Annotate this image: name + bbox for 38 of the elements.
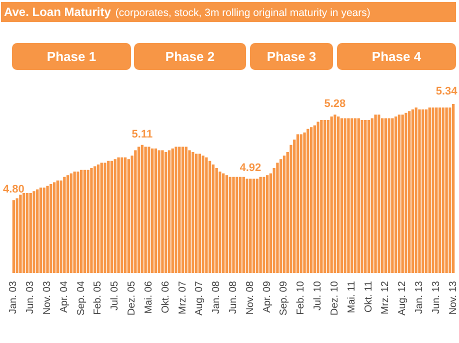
x-tick-label: Feb. 05 <box>92 280 104 315</box>
x-tick-label: Dez. 05 <box>126 280 138 316</box>
data-label: 5.28 <box>324 98 346 110</box>
data-label: 4.92 <box>240 162 262 174</box>
x-tick-label: Okt. 11 <box>363 280 374 312</box>
x-tick-label: Jan. 08 <box>211 280 222 314</box>
x-tick-label: Jun. 13 <box>430 280 442 314</box>
text: Phase 2 <box>165 49 215 64</box>
x-tick-label: Jun. 03 <box>25 280 36 314</box>
x-tick-label: Apr. 04 <box>58 280 70 313</box>
data-label: 5.11 <box>132 128 153 140</box>
x-tick-label: Sep. 04 <box>76 280 87 316</box>
x-tick-label: Nov. 08 <box>244 280 256 315</box>
x-tick-label: Okt. 06 <box>160 280 172 314</box>
x-tick-label: Mai. 06 <box>143 280 154 314</box>
x-tick-label: Feb. 10 <box>296 280 307 315</box>
data-label: 5.34 <box>436 86 458 98</box>
x-tick-label: Aug. 07 <box>194 280 206 316</box>
x-tick-label: Sep. 09 <box>278 280 290 316</box>
x-tick-label: Nov. 03 <box>42 280 54 315</box>
x-tick-label: Nov. 13 <box>448 280 459 315</box>
chart-title: Ave. Loan Maturity <box>4 5 111 19</box>
x-tick-label: Mrz. 07 <box>177 280 188 314</box>
x-tick-label: Aug. 12 <box>397 280 408 316</box>
text: Phase 4 <box>372 49 422 64</box>
x-tick-label: Jul. 05 <box>110 280 121 310</box>
x-tick-label: Jan. 13 <box>414 280 425 314</box>
x-tick-label: Apr. 09 <box>262 280 273 313</box>
text: Phase 3 <box>266 49 316 64</box>
x-tick-label: Jul. 10 <box>312 280 324 310</box>
x-tick-label: Dez. 10 <box>329 280 340 316</box>
data-label: 4.80 <box>2 184 24 196</box>
x-tick-label: Jan. 03 <box>8 280 20 314</box>
chart-subtitle: (corporates, stock, 3m rolling original maturity in years) <box>115 7 370 19</box>
x-tick-label: Jun. 08 <box>228 280 239 314</box>
x-tick-label: Mrz. 12 <box>380 280 392 314</box>
text: Phase 1 <box>46 49 96 64</box>
x-tick-label: Mai. 11 <box>346 280 358 314</box>
